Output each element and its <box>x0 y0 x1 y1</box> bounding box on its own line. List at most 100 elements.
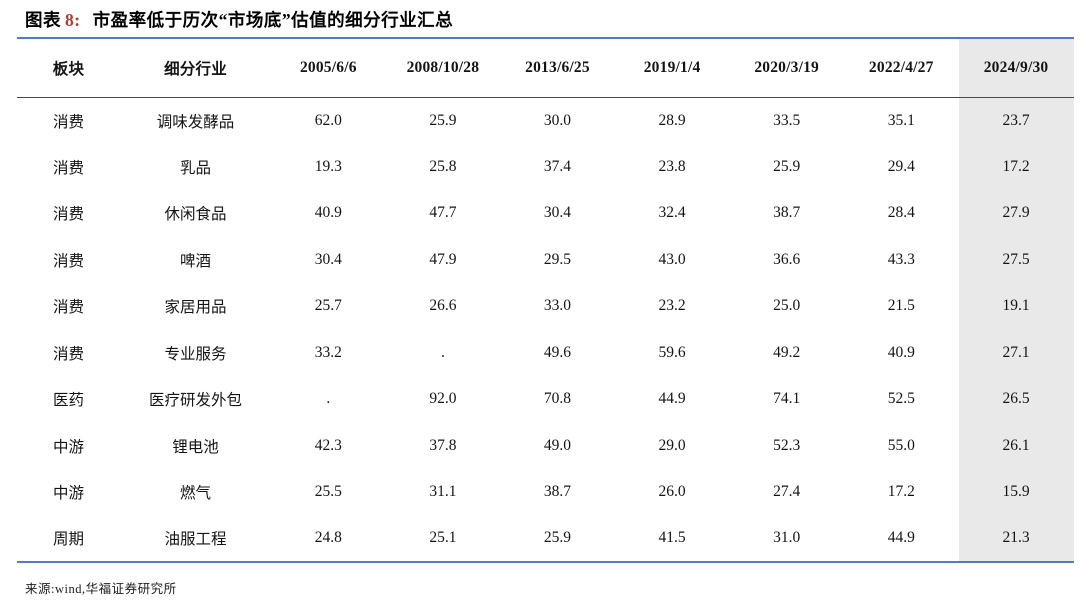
value-cell: 28.4 <box>887 204 915 222</box>
value-cell: 31.0 <box>773 529 801 547</box>
value-cell: 17.2 <box>958 143 1074 190</box>
column-header-2020-3-19: 2020/3/19 <box>729 38 844 98</box>
value-cell: 52.3 <box>773 436 801 454</box>
table-row-3: 消费 啤酒 30.4 47.9 29.5 43.0 36.6 43.3 27.5 <box>17 236 1074 283</box>
value-cell: 33.2 <box>314 343 342 361</box>
value-cell: 25.0 <box>773 297 801 315</box>
table-row-5: 消费 专业服务 33.2. 49.6 59.6 49.2 40.9 27.1 <box>17 329 1074 376</box>
value-cell: 52.5 <box>887 390 915 408</box>
table-row-4: 消费 家居用品 25.7 26.6 33.0 23.2 25.0 21.5 19.1 <box>17 283 1074 330</box>
sector-cell: 消费 <box>52 252 84 270</box>
industry-cell: 专业服务 <box>164 345 227 363</box>
table-header-row: 板块 细分行业 2005/6/6 2008/10/28 2013/6/25 2019/1/… <box>17 38 1074 98</box>
sector-cell: 周期 <box>52 531 84 549</box>
column-header-2022-4-27: 2022/4/27 <box>843 38 959 98</box>
value-cell: 26.6 <box>429 297 457 315</box>
value-cell: 19.3 <box>314 157 342 175</box>
industry-cell: 啤酒 <box>179 252 211 270</box>
value-cell: 21.3 <box>958 515 1074 562</box>
value-cell: . <box>326 390 331 408</box>
value-cell: 49.0 <box>543 436 572 454</box>
value-cell: 29.5 <box>543 250 572 268</box>
industry-cell: 油服工程 <box>164 531 227 549</box>
industry-cell: 锂电池 <box>172 438 219 456</box>
value-cell: 15.9 <box>958 469 1074 516</box>
value-cell: 44.9 <box>887 529 915 547</box>
value-cell: 25.9 <box>543 529 572 547</box>
sector-cell: 中游 <box>52 438 84 456</box>
value-cell: 31.1 <box>429 483 457 501</box>
value-cell: 29.4 <box>887 157 915 175</box>
sector-cell: 消费 <box>52 299 84 317</box>
value-cell: 33.5 <box>773 111 801 129</box>
value-cell: 36.6 <box>773 250 801 268</box>
table-row-7: 中游 锂电池 42.3 37.8 49.0 29.0 52.3 55.0 26.1 <box>17 422 1074 469</box>
industry-cell: 医疗研发外包 <box>148 392 242 410</box>
value-cell: 59.6 <box>658 343 686 361</box>
value-cell: 17.2 <box>887 483 915 501</box>
value-cell: 27.9 <box>958 190 1074 237</box>
industry-cell: 燃气 <box>179 485 211 503</box>
table-row-8: 中游 燃气 25.5 31.1 38.7 26.0 27.4 17.2 15.9 <box>17 469 1074 516</box>
value-cell: 27.4 <box>773 483 801 501</box>
value-cell: 38.7 <box>773 204 801 222</box>
column-header-2008-10-28: 2008/10/28 <box>385 38 501 98</box>
value-cell: 74.1 <box>773 390 801 408</box>
value-cell: 27.5 <box>958 236 1074 283</box>
sector-cell: 消费 <box>52 206 84 224</box>
value-cell: 26.1 <box>958 422 1074 469</box>
table-row-0: 消费 调味发酵品 62.0 25.9 30.0 28.9 33.5 35.1 23.7 <box>17 97 1074 144</box>
source-note: 来源:wind,华福证券研究所 <box>25 582 177 596</box>
valuation-table: 板块 细分行业 2005/6/6 2008/10/28 2013/6/25 2019/1/… <box>17 37 1074 563</box>
sector-cell: 消费 <box>52 159 84 177</box>
value-cell: 41.5 <box>658 529 686 547</box>
value-cell: 44.9 <box>658 390 686 408</box>
value-cell: 47.9 <box>429 250 457 268</box>
industry-cell: 休闲食品 <box>164 206 227 224</box>
value-cell: 25.9 <box>429 111 457 129</box>
sector-cell: 消费 <box>52 113 84 131</box>
table-row-9: 周期 油服工程 24.8 25.1 25.9 41.5 31.0 44.9 21.3 <box>17 515 1074 562</box>
value-cell: 62.0 <box>314 111 342 129</box>
value-cell: 70.8 <box>543 390 572 408</box>
value-cell: 25.5 <box>314 483 342 501</box>
value-cell: 25.9 <box>773 157 801 175</box>
figure-label: 图表 <box>25 10 61 30</box>
value-cell: 30.4 <box>543 204 572 222</box>
sector-cell: 中游 <box>52 485 84 503</box>
value-cell: 37.4 <box>543 157 572 175</box>
value-cell: 92.0 <box>429 390 457 408</box>
value-cell: 40.9 <box>887 343 915 361</box>
figure-number: 8: <box>65 10 81 30</box>
value-cell: 30.4 <box>314 250 342 268</box>
column-header-industry: 细分行业 <box>120 38 271 98</box>
value-cell: 26.5 <box>958 376 1074 423</box>
value-cell: 30.0 <box>543 111 572 129</box>
value-cell: 55.0 <box>887 436 915 454</box>
value-cell: 26.0 <box>658 483 686 501</box>
value-cell: 43.3 <box>887 250 915 268</box>
value-cell: 35.1 <box>887 111 915 129</box>
value-cell: 32.4 <box>658 204 686 222</box>
figure-title-text: 市盈率低于历次“市场底”估值的细分行业汇总 <box>92 10 454 30</box>
industry-cell: 家居用品 <box>164 299 227 317</box>
value-cell: . <box>440 343 445 361</box>
value-cell: 25.1 <box>429 529 457 547</box>
value-cell: 37.8 <box>429 436 457 454</box>
value-cell: 49.6 <box>543 343 572 361</box>
value-cell: 40.9 <box>314 204 342 222</box>
table-body: 消费 调味发酵品 62.0 25.9 30.0 28.9 33.5 35.1 23.7 消费 乳品 1… <box>17 97 1074 562</box>
value-cell: 23.2 <box>658 297 686 315</box>
industry-cell: 调味发酵品 <box>156 113 235 131</box>
figure-title: 图表 8: 市盈率低于历次“市场底”估值的细分行业汇总 <box>25 7 453 32</box>
column-header-2019-1-4: 2019/1/4 <box>614 38 730 98</box>
column-header-2005-6-6: 2005/6/6 <box>271 38 386 98</box>
column-header-2013-6-25: 2013/6/25 <box>500 38 615 98</box>
value-cell: 24.8 <box>314 529 342 547</box>
value-cell: 49.2 <box>773 343 801 361</box>
table-row-6: 医药 医疗研发外包. 92.0 70.8 44.9 74.1 52.5 26.5 <box>17 376 1074 423</box>
value-cell: 42.3 <box>314 436 342 454</box>
value-cell: 47.7 <box>429 204 457 222</box>
value-cell: 28.9 <box>658 111 686 129</box>
